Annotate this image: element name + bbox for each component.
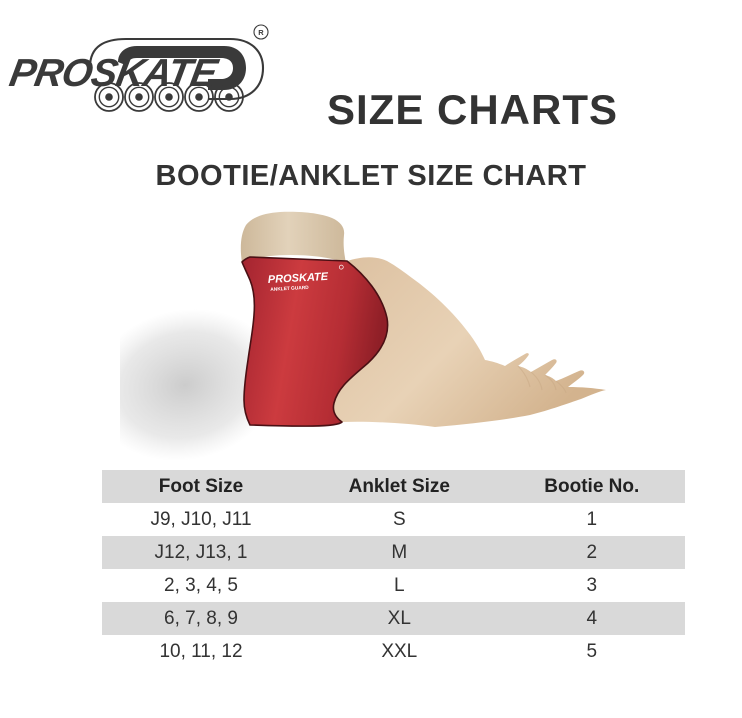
svg-text:PROSKATE: PROSKATE — [8, 51, 223, 95]
svg-text:R: R — [258, 28, 264, 37]
